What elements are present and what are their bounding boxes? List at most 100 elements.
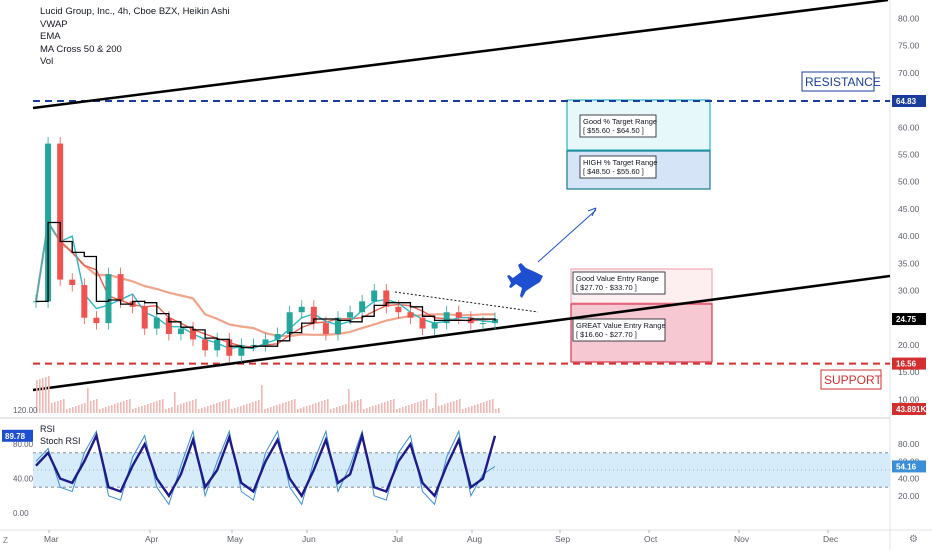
forecast-arrow-line [537, 209, 597, 263]
y-tick-label: 55.00 [898, 149, 920, 159]
ema-line [35, 220, 496, 350]
volume-bar [237, 407, 239, 413]
volume-bar [252, 402, 254, 413]
candle-body [226, 339, 233, 356]
indicator-rsi[interactable]: RSI [40, 424, 56, 434]
indicator-vol[interactable]: Vol [40, 56, 54, 67]
volume-bar [42, 378, 44, 413]
volume-bar [255, 401, 257, 413]
volume-bar [474, 405, 476, 413]
volume-bar [156, 401, 158, 413]
volume-bar [174, 392, 176, 413]
rsi-right-badge: 54.16 [896, 462, 917, 471]
candle-body [190, 328, 197, 340]
good-target-range-box-range: [ $55.60 - $64.50 ] [583, 126, 644, 135]
volume-bar [447, 403, 449, 413]
indicator-stoch-rsi[interactable]: Stoch RSI [40, 435, 81, 446]
volume-bar [273, 406, 275, 413]
volume-bar [135, 408, 137, 413]
symbol-title[interactable]: Lucid Group, Inc., 4h, Cboe BZX, Heikin … [40, 6, 230, 17]
volume-bar [348, 389, 350, 413]
volume-bar [291, 400, 293, 413]
candle-body [81, 285, 88, 318]
volume-bar [195, 399, 197, 413]
volume-bar [492, 399, 494, 413]
y-tick-label: 80.00 [898, 13, 920, 23]
volume-bar [471, 406, 473, 413]
rsi-left-tick: 120.00 [13, 406, 38, 415]
volume-bar [168, 408, 170, 413]
volume-bar [303, 407, 305, 413]
candle-body [250, 344, 257, 346]
rsi-line [35, 431, 497, 499]
indicator-vwap[interactable]: VWAP [40, 18, 68, 30]
volume-bar [216, 403, 218, 413]
volume-bar [279, 404, 281, 413]
last-price-bg [892, 313, 926, 326]
volume-bar [462, 409, 464, 413]
rsi-left-tick: 0.00 [13, 509, 29, 518]
candle-body [177, 328, 184, 334]
volume-bar [246, 404, 248, 413]
high-target-range-box-label-bg [579, 155, 657, 179]
volume-bar [36, 380, 38, 413]
volume-bar [453, 401, 455, 413]
volume-bar [66, 409, 68, 413]
volume-bar [204, 407, 206, 413]
volume-bar [129, 399, 131, 413]
volume-bar [183, 403, 185, 413]
ma-50-line [35, 220, 496, 348]
high-target-range-box-title: HIGH % Target Range [583, 158, 657, 167]
gear-icon[interactable]: ⚙ [909, 534, 918, 545]
volume-bar [429, 409, 431, 413]
good-target-range-box-title: Good % Target Range [583, 117, 657, 126]
volume-bar [411, 404, 413, 413]
volume-bars [36, 376, 500, 413]
volume-bar [468, 407, 470, 413]
candle-body [310, 306, 317, 324]
x-tick-label: Oct [644, 534, 658, 544]
volume-bar [408, 405, 410, 413]
volume-bar [177, 405, 179, 413]
support-price-label-bg [892, 357, 926, 370]
indicator-ema[interactable]: EMA [40, 31, 61, 42]
volume-bar [171, 407, 173, 413]
candle-body [202, 339, 209, 351]
volume-bar [207, 406, 209, 413]
volume-bar [417, 402, 419, 413]
resistance-price-label-bg [892, 95, 926, 107]
zoom-toggle[interactable]: Z [3, 536, 8, 545]
volume-bar [234, 408, 236, 413]
resistance-label: RESISTANCE [805, 75, 881, 89]
volume-bar [366, 408, 368, 413]
volume-bar [306, 406, 308, 413]
y-tick-label: 35.00 [898, 258, 920, 268]
volume-bar [96, 399, 98, 413]
rsi-right-tick: 20.00 [898, 491, 920, 501]
volume-bar [369, 407, 371, 413]
volume-bar [153, 402, 155, 413]
x-tick-label: Jul [392, 534, 403, 544]
volume-bar [390, 400, 392, 413]
volume-bar [381, 403, 383, 413]
volume-bar [63, 399, 65, 413]
rsi-right-badge-bg [892, 460, 926, 473]
volume-bar [48, 376, 50, 413]
support-label-box [820, 369, 882, 390]
volume-bar [180, 404, 182, 413]
volume-bar [45, 377, 47, 413]
volume-bar [102, 408, 104, 413]
volume-bar [450, 402, 452, 413]
volume-bar [81, 404, 83, 413]
wedge-top-line [394, 291, 539, 313]
volume-bar [159, 400, 161, 413]
last-price-label: 24.75 [896, 315, 917, 324]
volume-bar [126, 400, 128, 413]
volume-bar [459, 399, 461, 413]
volume-bar [192, 400, 194, 413]
indicator-ma-cross[interactable]: MA Cross 50 & 200 [40, 43, 122, 55]
volume-bar [483, 402, 485, 413]
good-entry-range-box-label-bg [572, 271, 666, 295]
